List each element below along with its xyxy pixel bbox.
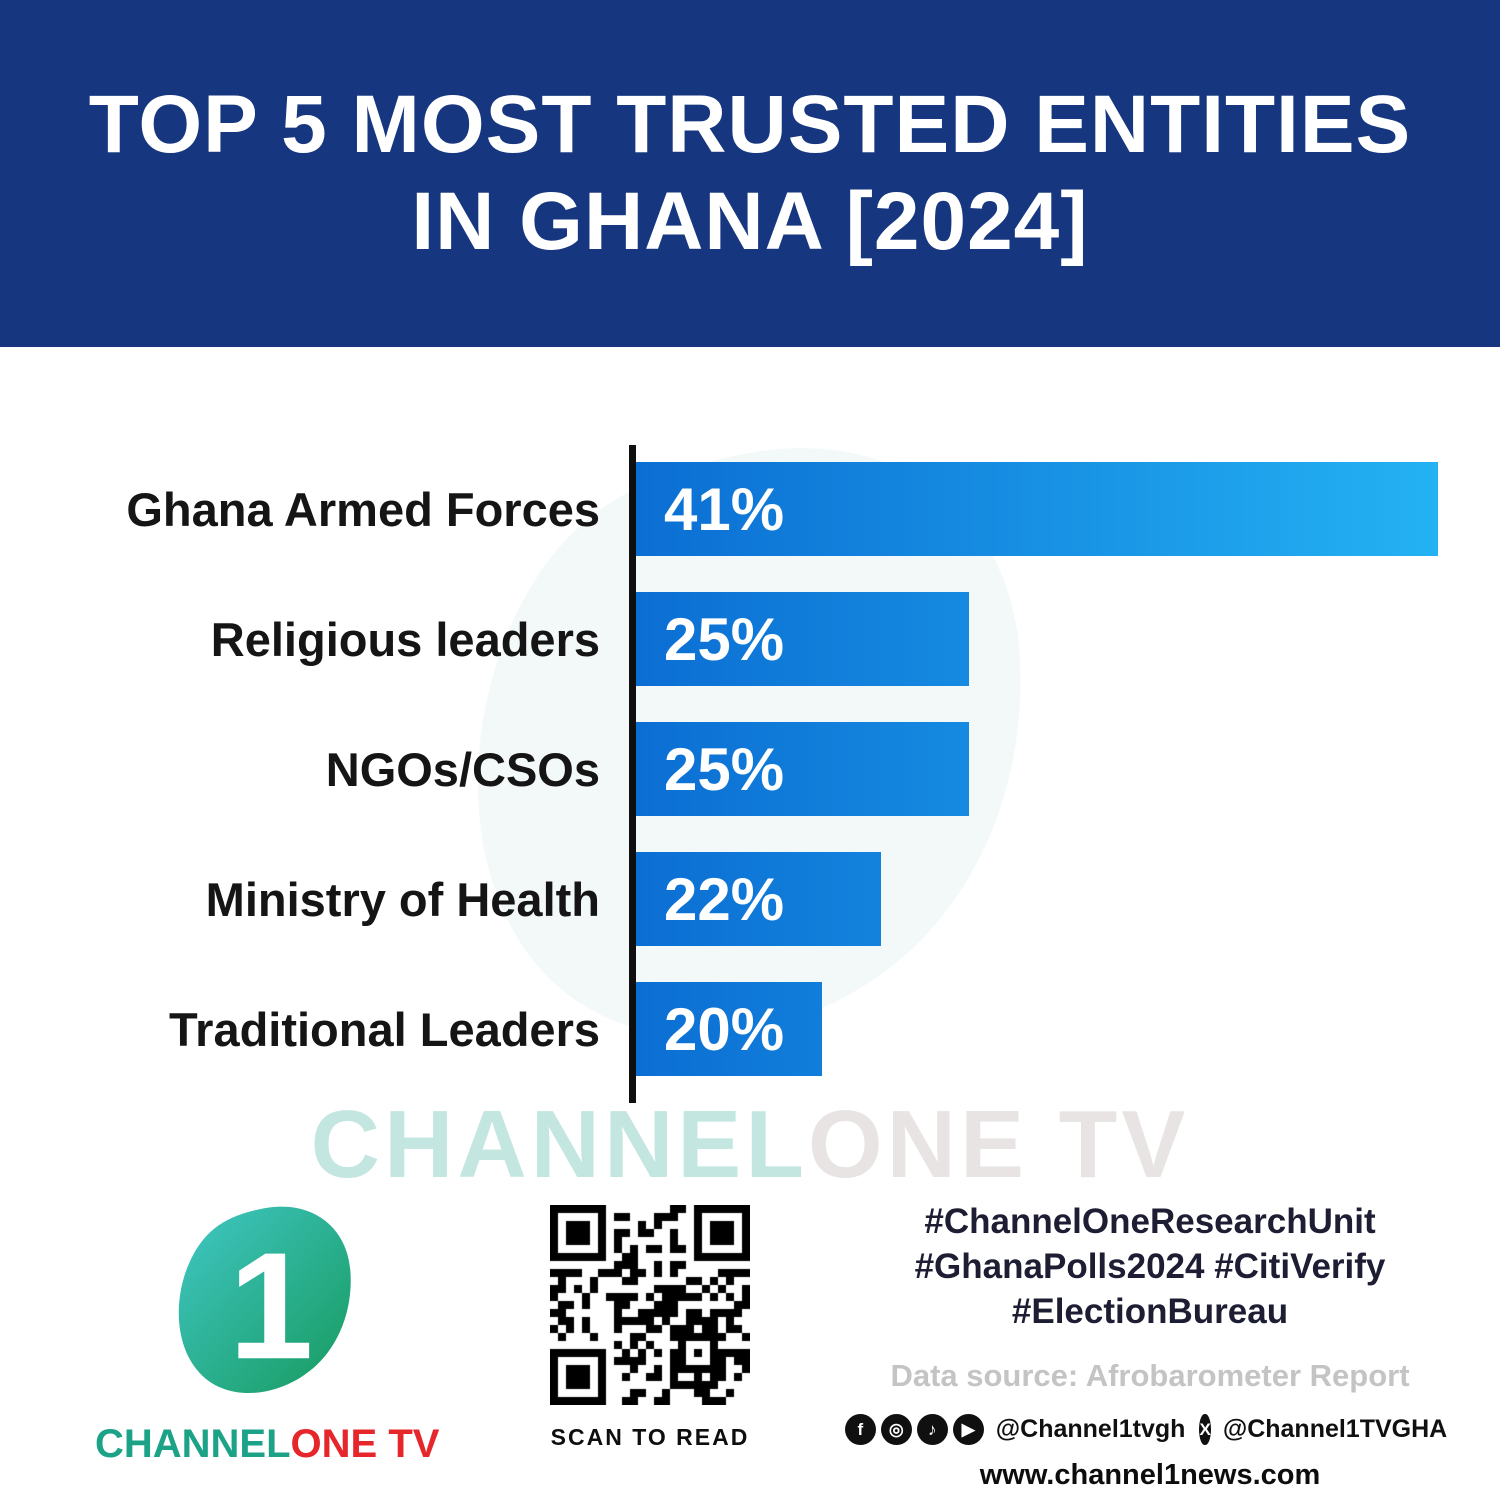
page-title-line2: IN GHANA [2024] — [411, 175, 1089, 267]
watermark-one-tv: ONE TV — [807, 1091, 1190, 1198]
hashtag-line: #ElectionBureau — [1011, 1291, 1289, 1331]
bar: 25% — [636, 592, 969, 686]
watermark-channel: CHANNEL — [310, 1091, 808, 1198]
channel-one-logo-icon: 1 — [178, 1206, 351, 1394]
chart-rows: Ghana Armed Forces 41% Religious leaders 25… — [0, 462, 1500, 1076]
bar: 41% — [636, 462, 1438, 556]
hashtags: #ChannelOneResearchUnit #GhanaPolls2024 #… — [860, 1200, 1440, 1334]
youtube-icon: ▶ — [952, 1414, 984, 1446]
hashtag-line: #GhanaPolls2024 #CitiVerify — [914, 1246, 1386, 1286]
value-label: 22% — [664, 865, 785, 933]
value-label: 25% — [664, 735, 785, 803]
bar: 22% — [636, 852, 881, 946]
chart-row: NGOs/CSOs 25% — [0, 722, 1500, 816]
bar: 25% — [636, 722, 969, 816]
channel-one-logo-block: 1 CHANNELONE TV — [95, 1198, 439, 1467]
qr-code — [550, 1205, 750, 1405]
instagram-icon: ◎ — [880, 1414, 912, 1446]
category-label: NGOs/CSOs — [325, 742, 600, 796]
facebook-icon: f — [844, 1414, 876, 1446]
qr-caption: SCAN TO READ — [550, 1424, 750, 1450]
header: TOP 5 MOST TRUSTED ENTITIES IN GHANA [20… — [0, 0, 1500, 347]
website-url: www.channel1news.com — [979, 1459, 1321, 1492]
brand-channel: CHANNEL — [95, 1422, 291, 1466]
data-source: Data source: Afrobarometer Report — [890, 1358, 1410, 1394]
brand-text-watermark: CHANNELONE TV — [0, 1090, 1500, 1200]
category-label: Ministry of Health — [205, 872, 600, 926]
bar-chart: Ghana Armed Forces 41% Religious leaders 25… — [0, 462, 1500, 1112]
tiktok-icon: ♪ — [916, 1414, 948, 1446]
logo-numeral: 1 — [229, 1221, 314, 1391]
footer-info-block: #ChannelOneResearchUnit #GhanaPolls2024 #… — [844, 1200, 1447, 1492]
page-title-line1: TOP 5 MOST TRUSTED ENTITIES — [88, 78, 1412, 170]
category-label: Traditional Leaders — [169, 1002, 600, 1056]
value-label: 20% — [664, 995, 785, 1063]
brand-wordmark: CHANNELONE TV — [95, 1422, 439, 1467]
value-label: 41% — [664, 475, 785, 543]
brand-one-tv: ONE TV — [290, 1422, 440, 1466]
chart-row: Religious leaders 25% — [0, 592, 1500, 686]
chart-row: Traditional Leaders 20% — [0, 982, 1500, 1076]
category-label: Religious leaders — [210, 612, 600, 666]
hashtag-line: #ChannelOneResearchUnit — [924, 1202, 1376, 1241]
social-handle-main: @Channel1tvgh — [995, 1415, 1186, 1444]
social-row: f ◎ ♪ ▶ @Channel1tvgh X @Channel1TVGHA — [844, 1414, 1447, 1446]
chart-row: Ministry of Health 22% — [0, 852, 1500, 946]
x-icon: X — [1199, 1414, 1211, 1446]
value-label: 25% — [664, 605, 785, 673]
bar: 20% — [636, 982, 822, 1076]
qr-block: SCAN TO READ — [545, 1205, 755, 1451]
category-label: Ghana Armed Forces — [126, 482, 600, 536]
social-handle-x: @Channel1TVGHA — [1222, 1415, 1448, 1444]
social-icons: f ◎ ♪ ▶ — [844, 1414, 984, 1446]
chart-row: Ghana Armed Forces 41% — [0, 462, 1500, 556]
chart-axis-line — [629, 445, 636, 1103]
